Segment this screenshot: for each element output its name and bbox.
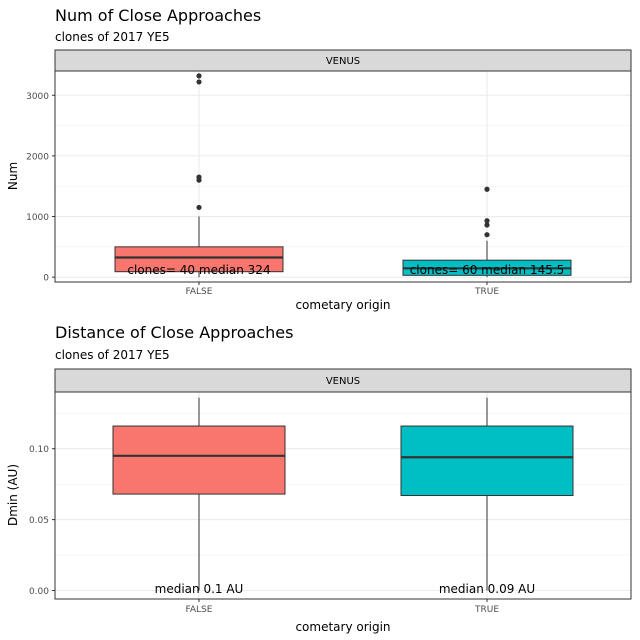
- box-false: clones= 40 median 324: [114, 73, 284, 278]
- box-iqr: [400, 425, 574, 497]
- y-tick-label: 0.05: [29, 516, 49, 526]
- outlier-point: [196, 79, 202, 85]
- y-tick-label: 2000: [26, 152, 49, 162]
- box-annotation: clones= 40 median 324: [127, 263, 270, 277]
- outlier-point: [484, 232, 490, 238]
- chart-num-close-approaches: Num of Close Approaches clones of 2017 Y…: [6, 6, 632, 312]
- chart-subtitle: clones of 2017 YE5: [55, 348, 170, 362]
- x-axis-label: cometary origin: [295, 298, 390, 312]
- box-annotation: median 0.09 AU: [439, 582, 535, 596]
- box-marks: clones= 40 median 324 clones= 60 median 1…: [114, 73, 572, 278]
- box-marks: median 0.1 AU median 0.09 AU: [112, 397, 574, 596]
- outlier-point: [196, 174, 202, 180]
- box-iqr: [114, 246, 284, 273]
- x-tick-label: FALSE: [186, 605, 213, 615]
- chart-subtitle: clones of 2017 YE5: [55, 30, 170, 44]
- y-axis-label: Num: [6, 162, 20, 190]
- y-tick-label: 0: [43, 274, 49, 284]
- x-axis-label: cometary origin: [295, 620, 390, 634]
- box-false: median 0.1 AU: [112, 397, 286, 596]
- y-tick-label: 0.00: [29, 587, 49, 597]
- outlier-point: [196, 204, 202, 211]
- facet-label: VENUS: [326, 376, 360, 387]
- axis-ticks: 0 1000 2000 3000 FALSE TRUE: [26, 92, 499, 297]
- box-annotation: median 0.1 AU: [155, 582, 244, 596]
- y-axis-label: Dmin (AU): [6, 464, 20, 526]
- x-tick-label: TRUE: [474, 287, 499, 297]
- box-iqr: [112, 425, 286, 495]
- y-tick-label: 3000: [26, 92, 49, 102]
- plot-border: [54, 70, 632, 283]
- outlier-point: [484, 218, 490, 224]
- outlier-point: [196, 73, 202, 79]
- box-annotation: clones= 60 median 145.5: [410, 263, 565, 277]
- facet-label: VENUS: [326, 56, 360, 67]
- outlier-point: [484, 186, 490, 192]
- chart-title: Num of Close Approaches: [55, 6, 261, 25]
- x-tick-label: TRUE: [474, 605, 499, 615]
- x-tick-label: FALSE: [186, 287, 213, 297]
- y-tick-label: 0.10: [29, 445, 49, 455]
- y-tick-label: 1000: [26, 213, 49, 223]
- box-true: median 0.09 AU: [400, 397, 574, 596]
- box-true: clones= 60 median 145.5: [402, 186, 572, 278]
- plot-border: [54, 391, 632, 600]
- axis-ticks: 0.00 0.05 0.10 FALSE TRUE: [29, 445, 499, 615]
- outlier-point: [484, 222, 490, 228]
- chart-distance-close-approaches: Distance of Close Approaches clones of 2…: [6, 323, 632, 634]
- chart-title: Distance of Close Approaches: [55, 323, 293, 342]
